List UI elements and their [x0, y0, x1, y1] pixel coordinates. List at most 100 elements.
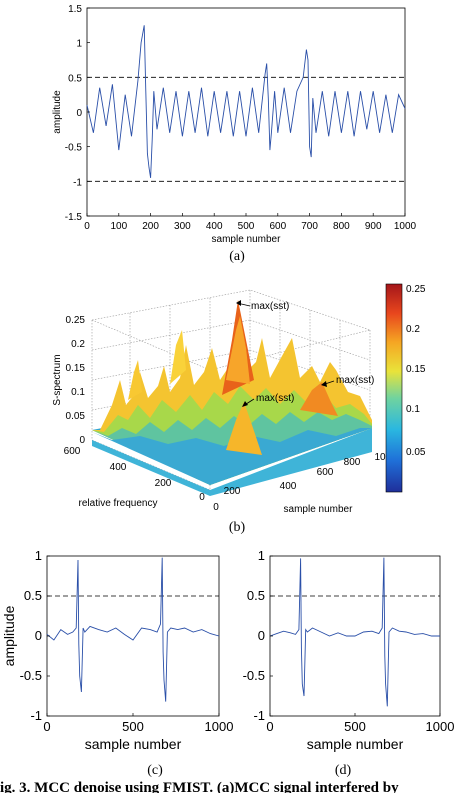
panel-label-a: (a) — [229, 249, 245, 264]
series-line-a — [86, 25, 406, 178]
x-tick-label: 1000 — [426, 719, 455, 734]
x-tick-label: 1000 — [205, 719, 234, 734]
x-tick-label: 500 — [122, 719, 144, 734]
y-tick-label: -0.5 — [65, 143, 83, 154]
annotation-arrowhead — [321, 381, 327, 387]
y-tick-label: 0 — [199, 492, 205, 503]
annotations-b: max(sst) max(sst) max(sst) — [236, 300, 374, 407]
surface-ridges — [92, 300, 372, 485]
x-tick-label: 100 — [110, 221, 127, 232]
x-tick-label: 1000 — [394, 221, 417, 232]
x-axis-label-a: sample number — [212, 234, 282, 245]
x-ticks-d: 0 500 1000 — [266, 713, 454, 734]
peak-shape — [128, 360, 142, 400]
x-tick-label: 0 — [213, 502, 219, 513]
annotation-label: max(sst) — [336, 375, 374, 386]
peak-shape — [226, 316, 250, 384]
y-tick-label: -0.5 — [243, 668, 265, 683]
y-tick-label: 600 — [64, 446, 81, 457]
panel-c-line-chart: 0 500 1000 1 0.5 0 -0.5 -1 sample number ampli… — [1, 548, 233, 778]
y-tick-label: 0.5 — [24, 588, 42, 603]
z-axis-label-b: S-spectrum — [52, 354, 63, 405]
y-tick-label: 0 — [258, 628, 265, 643]
y-tick-label: -1 — [30, 708, 42, 723]
y-axis-label-b: relative frequency — [79, 498, 158, 509]
y-tick-label: 0.5 — [247, 588, 265, 603]
colorbar — [385, 283, 403, 493]
panel-label-d: (d) — [335, 763, 352, 778]
peak-shape — [226, 402, 262, 455]
z-tick-label: 0.15 — [66, 363, 86, 374]
x-tick-label: 400 — [206, 221, 223, 232]
peak-shape — [170, 330, 186, 384]
x-tick-label: 0 — [266, 719, 273, 734]
z-tick-label: 0.25 — [66, 315, 86, 326]
series-line-c — [46, 557, 220, 702]
y-axis-label-c: amplitude — [1, 605, 17, 666]
colorbar-tick-label: 0.1 — [406, 404, 420, 415]
annotation-label: max(sst) — [256, 393, 294, 404]
z-tick-label: 0.1 — [71, 387, 85, 398]
annotation-arrowhead — [242, 401, 248, 407]
y-tick-label: 200 — [155, 478, 172, 489]
x-ticks-b: 0 200 400 600 800 10 — [213, 452, 386, 513]
x-tick-label: 200 — [142, 221, 159, 232]
colorbar-ticks: 0.25 0.2 0.15 0.1 0.05 — [406, 284, 426, 458]
series-line-d — [269, 557, 440, 707]
z-tick-label: 0 — [79, 435, 85, 446]
z-ticks-b: 0 0.05 0.1 0.15 0.2 0.25 — [66, 315, 86, 446]
y-tick-label: 0.5 — [68, 73, 82, 84]
y-tick-label: 1 — [35, 548, 42, 563]
panel-label-b: (b) — [229, 520, 246, 535]
z-tick-label: 0.05 — [66, 411, 86, 422]
y-tick-label: 0 — [35, 628, 42, 643]
colorbar-tick-label: 0.2 — [406, 324, 420, 335]
annotation-arrowhead — [236, 300, 241, 306]
x-ticks-c: 0 500 1000 — [43, 713, 233, 734]
x-axis-label-d: sample number — [307, 736, 404, 752]
panel-label-c: (c) — [147, 763, 163, 778]
x-tick-label: 10 — [374, 452, 386, 463]
x-tick-label: 600 — [269, 221, 286, 232]
y-tick-label: -1 — [253, 708, 265, 723]
y-tick-label: -0.5 — [20, 668, 42, 683]
x-tick-label: 500 — [344, 719, 366, 734]
x-tick-label: 400 — [280, 481, 297, 492]
y-ticks-d: 1 0.5 0 -0.5 -1 — [243, 548, 273, 723]
y-tick-label: 1.5 — [68, 4, 82, 15]
x-axis-label-c: sample number — [85, 736, 182, 752]
y-tick-label: 0 — [76, 108, 82, 119]
panel-d-line-chart: 0 500 1000 1 0.5 0 -0.5 -1 sample number (d) — [243, 548, 455, 778]
x-tick-label: 900 — [365, 221, 382, 232]
x-tick-label: 0 — [43, 719, 50, 734]
annotation-label: max(sst) — [251, 301, 289, 312]
x-tick-label: 600 — [317, 467, 334, 478]
plot-frame-c — [46, 555, 220, 717]
reference-lines-a — [87, 76, 405, 182]
y-ticks-a: 1.5 1 0.5 0 -0.5 -1 -1.5 — [65, 4, 90, 223]
x-tick-label: 800 — [344, 457, 361, 468]
colorbar-tick-label: 0.15 — [406, 364, 426, 375]
y-ticks-b: 600 400 200 0 — [64, 446, 206, 503]
y-tick-label: -1.5 — [65, 212, 83, 223]
y-ticks-c: 1 0.5 0 -0.5 -1 — [20, 548, 50, 723]
y-tick-label: 1 — [76, 39, 82, 50]
x-tick-label: 700 — [301, 221, 318, 232]
peak-shape — [300, 382, 338, 416]
panel-b-surface-chart: 0 0.05 0.1 0.15 0.2 0.25 S-spectrum 600 … — [52, 283, 426, 535]
z-tick-label: 0.2 — [71, 339, 85, 350]
surface-base — [92, 428, 372, 496]
x-tick-label: 0 — [84, 221, 90, 232]
y-tick-label: 1 — [258, 548, 265, 563]
x-tick-label: 300 — [174, 221, 191, 232]
colorbar-tick-label: 0.25 — [406, 284, 426, 295]
y-tick-label: 400 — [110, 462, 127, 473]
y-tick-label: -1 — [73, 177, 82, 188]
colorbar-tick-label: 0.05 — [406, 447, 426, 458]
figure-caption: ig. 3. MCC denoise using FMIST. (a)MCC s… — [0, 780, 399, 793]
x-tick-label: 200 — [224, 486, 241, 497]
x-axis-label-b: sample number — [284, 504, 354, 515]
panel-a-line-chart: 0 100 200 300 400 500 600 700 800 900 1000 1.5 1 0.5… — [52, 4, 417, 264]
y-axis-label-a: amplitude — [52, 90, 63, 134]
